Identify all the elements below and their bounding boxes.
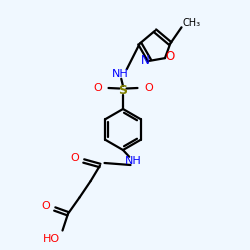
- Text: N: N: [141, 54, 150, 67]
- Text: S: S: [118, 84, 128, 97]
- Text: HO: HO: [44, 234, 60, 243]
- Text: O: O: [41, 201, 50, 211]
- Text: O: O: [144, 83, 153, 93]
- Text: O: O: [93, 83, 102, 93]
- Text: O: O: [165, 50, 174, 63]
- Text: CH₃: CH₃: [183, 18, 201, 28]
- Text: NH: NH: [124, 156, 141, 166]
- Text: NH: NH: [112, 69, 128, 79]
- Text: O: O: [70, 153, 79, 163]
